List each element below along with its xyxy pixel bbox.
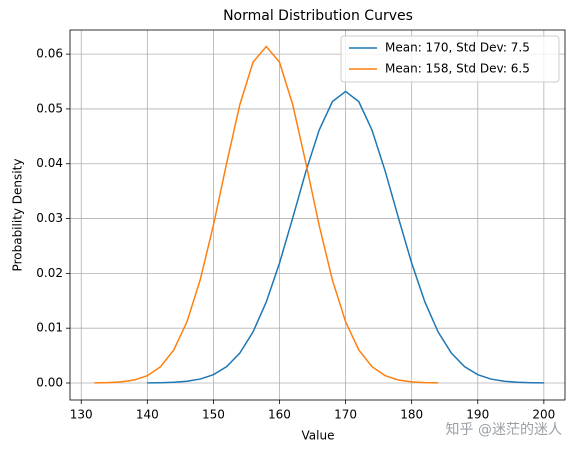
legend-label: Mean: 158, Std Dev: 6.5 xyxy=(385,62,530,76)
x-tick-label: 160 xyxy=(268,408,291,422)
x-tick-label: 180 xyxy=(400,408,423,422)
y-tick-label: 0.05 xyxy=(36,101,63,115)
y-tick-label: 0.06 xyxy=(36,47,63,61)
x-tick-label: 170 xyxy=(334,408,357,422)
y-tick-label: 0.04 xyxy=(36,156,63,170)
chart-title: Normal Distribution Curves xyxy=(223,8,413,24)
watermark: 知乎 @迷茫的迷人 xyxy=(446,421,562,438)
line-series xyxy=(94,45,439,384)
y-tick-label: 0.00 xyxy=(36,376,63,390)
y-tick-label: 0.01 xyxy=(36,321,63,335)
x-tick-label: 150 xyxy=(202,408,225,422)
y-tick-label: 0.02 xyxy=(36,266,63,280)
y-tick-label: 0.03 xyxy=(36,211,63,225)
legend-label: Mean: 170, Std Dev: 7.5 xyxy=(385,41,530,55)
x-axis-label: Value xyxy=(302,429,335,443)
x-tick-label: 190 xyxy=(466,408,489,422)
plot-frame xyxy=(69,29,566,401)
y-axis-label: Probability Density xyxy=(11,159,25,272)
legend: Mean: 170, Std Dev: 7.5 Mean: 158, Std De… xyxy=(340,35,560,83)
line-series xyxy=(147,90,544,384)
x-tick-label: 200 xyxy=(532,408,555,422)
x-tick-label: 130 xyxy=(70,408,93,422)
x-tick-label: 140 xyxy=(136,408,159,422)
legend-box xyxy=(340,35,560,83)
